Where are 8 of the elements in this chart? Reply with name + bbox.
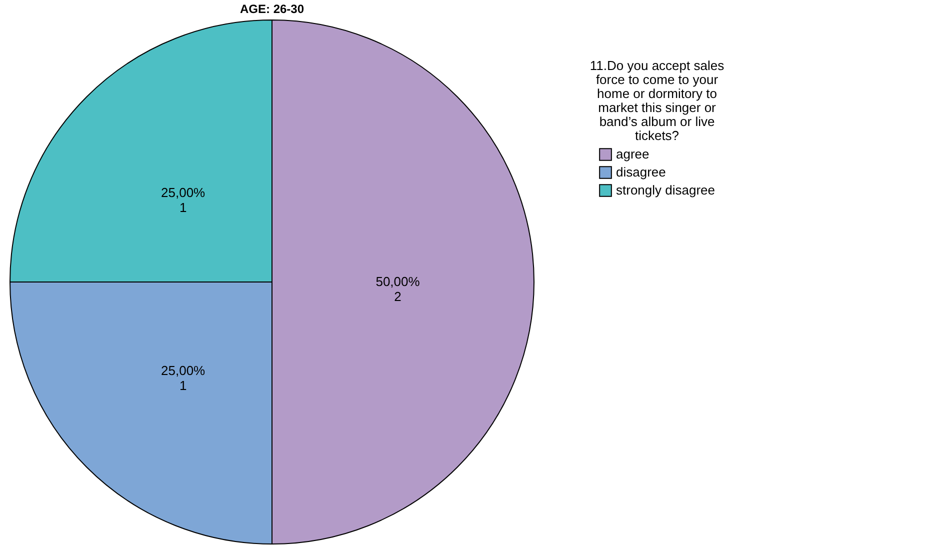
data-label: 25,00% 1 (161, 362, 206, 393)
data-label: 25,00% 1 (161, 185, 206, 216)
legend-label: strongly disagree (616, 182, 715, 198)
data-label: 50,00% 2 (376, 274, 420, 304)
legend-label: disagree (616, 164, 666, 180)
chart-title: AGE: 26-30 (240, 2, 304, 16)
legend-label: agree (616, 146, 650, 162)
legend-title: 11.Do you accept sales force to come to your home or dormitory to market this singer or band’s album or live tickets? (590, 58, 725, 143)
